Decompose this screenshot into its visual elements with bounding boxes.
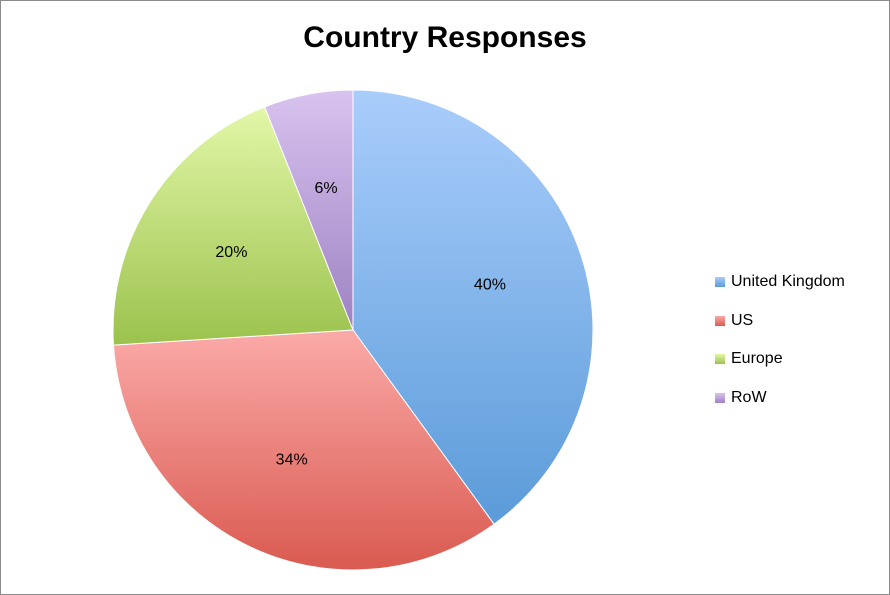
legend-swatch bbox=[715, 354, 725, 365]
pie-slice-us bbox=[112, 329, 495, 571]
legend-swatch bbox=[715, 315, 725, 326]
chart-title: Country Responses bbox=[303, 21, 587, 54]
slice-label-united-kingdom: 40% bbox=[474, 277, 506, 294]
legend-item-europe: Europe bbox=[715, 340, 845, 379]
legend-swatch bbox=[715, 277, 725, 288]
legend-label: Europe bbox=[731, 350, 783, 368]
legend-item-row: RoW bbox=[715, 379, 845, 418]
legend-label: United Kingdom bbox=[731, 273, 845, 291]
legend-item-united-kingdom: United Kingdom bbox=[715, 263, 845, 302]
pie-slices bbox=[112, 89, 594, 571]
legend-label: US bbox=[731, 311, 754, 329]
pie-slice-europe bbox=[112, 106, 354, 346]
slice-label-us: 34% bbox=[276, 452, 308, 469]
pie-slice-row bbox=[264, 89, 354, 331]
legend-item-us: US bbox=[715, 302, 845, 341]
slice-label-row: 6% bbox=[314, 180, 337, 197]
legend-label: RoW bbox=[731, 388, 767, 406]
slice-label-europe: 20% bbox=[215, 244, 247, 261]
legend-swatch bbox=[715, 392, 725, 403]
legend: United Kingdom US Europe RoW bbox=[715, 263, 845, 417]
pie-slice-united-kingdom bbox=[352, 89, 594, 525]
pie-labels: 40% 34% 20% 6% bbox=[215, 180, 506, 469]
